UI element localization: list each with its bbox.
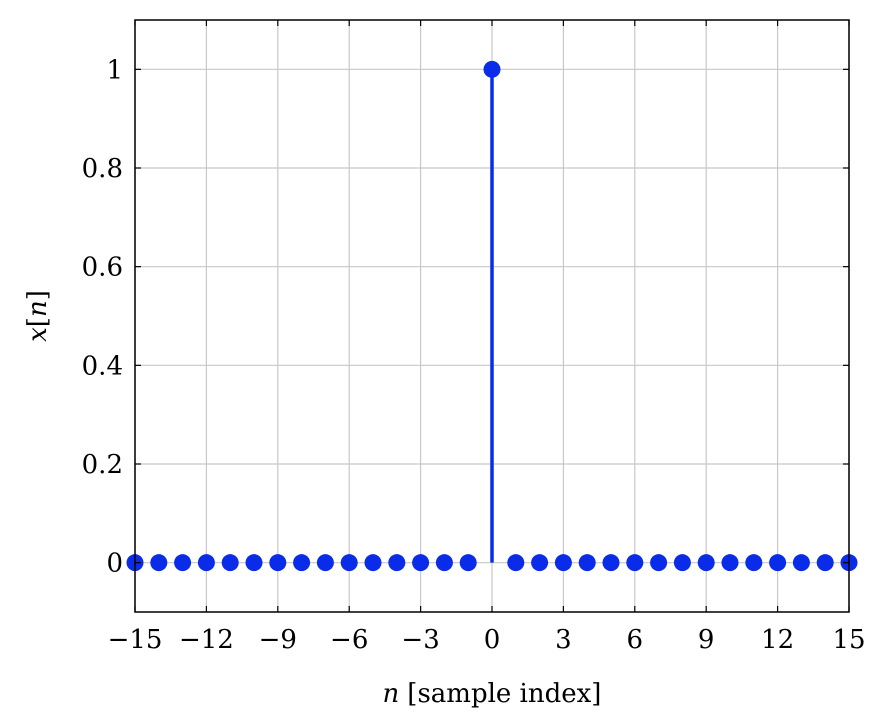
stem-marker: [245, 554, 263, 572]
x-tick-label: 12: [761, 625, 794, 655]
x-axis-text: [sample index]: [407, 679, 601, 709]
y-tick-label: 0: [106, 549, 123, 579]
y-axis-argument: n: [23, 300, 53, 317]
stem-marker: [459, 554, 477, 572]
x-tick-label: −6: [330, 625, 368, 655]
stem-marker: [578, 554, 596, 572]
x-axis-label: n [sample index]: [383, 679, 602, 709]
x-tick-label: 9: [698, 625, 715, 655]
stem-marker: [673, 554, 691, 572]
stem-marker: [745, 554, 763, 572]
stem-marker: [531, 554, 549, 572]
stem-marker: [150, 554, 168, 572]
stem-marker: [269, 554, 287, 572]
stem-marker: [816, 554, 834, 572]
stem-marker: [626, 554, 644, 572]
y-tick-label: 0.2: [82, 450, 123, 480]
stem-marker: [792, 554, 810, 572]
stem-marker: [412, 554, 430, 572]
stem-marker: [697, 554, 715, 572]
stem-marker: [316, 554, 334, 572]
y-tick-label: 0.8: [82, 154, 123, 184]
y-axis-close-bracket: ]: [23, 290, 53, 300]
y-axis-variable: x: [23, 327, 53, 342]
stem-marker: [721, 554, 739, 572]
stem-marker: [507, 554, 525, 572]
stem-marker: [197, 554, 215, 572]
x-tick-label: −15: [108, 625, 163, 655]
y-tick-label: 0.4: [82, 351, 123, 381]
x-tick-label: −3: [401, 625, 439, 655]
stem-series: [126, 60, 858, 572]
stem-marker: [435, 554, 453, 572]
x-tick-label: 0: [484, 625, 501, 655]
stem-marker: [554, 554, 572, 572]
x-tick-labels: −15 −12 −9 −6 −3 0 3 6 9 12 15: [108, 625, 866, 655]
axis-ticks: [134, 20, 850, 612]
y-axis-label: x[n]: [23, 290, 53, 342]
stem-marker: [602, 554, 620, 572]
x-tick-label: 6: [627, 625, 644, 655]
x-tick-label: 15: [832, 625, 865, 655]
stem-marker: [769, 554, 787, 572]
stem-marker: [364, 554, 382, 572]
x-tick-label: −12: [179, 625, 234, 655]
x-axis-variable: n: [383, 679, 400, 709]
stem-marker: [388, 554, 406, 572]
y-axis-open-bracket: [: [23, 317, 53, 327]
stem-marker: [483, 60, 501, 78]
y-tick-labels: 0 0.2 0.4 0.6 0.8 1: [82, 55, 123, 578]
stem-marker: [221, 554, 239, 572]
stem-marker: [174, 554, 192, 572]
y-tick-label: 1: [106, 55, 123, 85]
y-tick-label: 0.6: [82, 253, 123, 283]
x-tick-label: 3: [555, 625, 572, 655]
stem-marker: [650, 554, 668, 572]
stem-marker: [340, 554, 358, 572]
x-tick-label: −9: [259, 625, 297, 655]
stem-marker: [293, 554, 311, 572]
